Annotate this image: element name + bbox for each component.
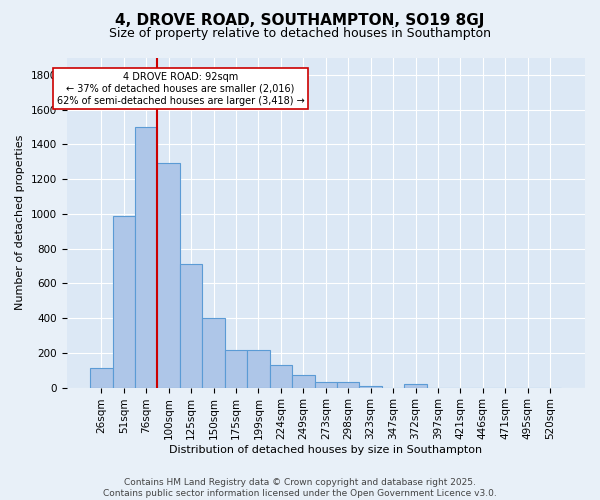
Bar (314, 382, 337, 388)
Bar (113, 216, 135, 388)
Bar (225, 350, 247, 388)
Bar (135, 127, 157, 388)
Bar (269, 365, 292, 388)
Text: Contains HM Land Registry data © Crown copyright and database right 2025.
Contai: Contains HM Land Registry data © Crown c… (103, 478, 497, 498)
Bar (157, 164, 180, 388)
X-axis label: Distribution of detached houses by size in Southampton: Distribution of detached houses by size … (169, 445, 482, 455)
Text: 4 DROVE ROAD: 92sqm
← 37% of detached houses are smaller (2,016)
62% of semi-det: 4 DROVE ROAD: 92sqm ← 37% of detached ho… (57, 72, 304, 106)
Y-axis label: Number of detached properties: Number of detached properties (15, 135, 25, 310)
Bar (404, 384, 427, 388)
Bar (90, 368, 113, 388)
Bar (359, 386, 382, 388)
Text: 4, DROVE ROAD, SOUTHAMPTON, SO19 8GJ: 4, DROVE ROAD, SOUTHAMPTON, SO19 8GJ (115, 12, 485, 28)
Bar (202, 318, 225, 388)
Bar (180, 264, 202, 388)
Bar (292, 376, 314, 388)
Bar (247, 350, 269, 388)
Bar (337, 382, 359, 388)
Text: Size of property relative to detached houses in Southampton: Size of property relative to detached ho… (109, 28, 491, 40)
